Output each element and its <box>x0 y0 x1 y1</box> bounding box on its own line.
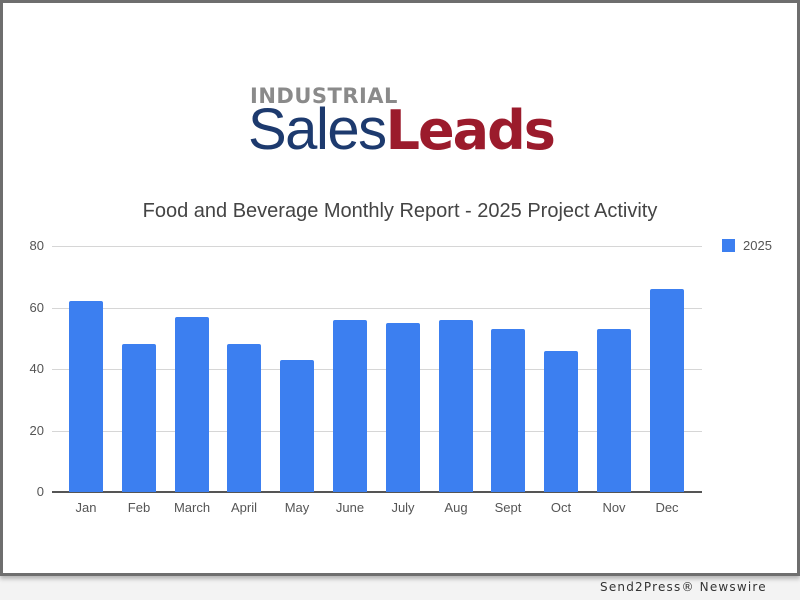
bar-sept[interactable] <box>491 329 525 492</box>
y-tick-label: 60 <box>29 300 44 315</box>
y-tick-label: 20 <box>29 423 44 438</box>
bar-feb[interactable] <box>122 344 156 492</box>
bar-oct[interactable] <box>544 351 578 492</box>
x-tick-label: April <box>230 500 257 515</box>
bar-aug[interactable] <box>439 320 473 492</box>
newswire-credit: Send2Press® Newswire <box>600 580 767 594</box>
bar-dec[interactable] <box>650 289 684 492</box>
bar-nov[interactable] <box>597 329 631 492</box>
bar-jan[interactable] <box>69 301 103 492</box>
chart-title: Food and Beverage Monthly Report - 2025 … <box>0 200 800 223</box>
logo-wordmark: SalesLeads <box>248 97 556 163</box>
y-tick-label: 80 <box>29 238 44 253</box>
x-tick-label: Feb <box>127 500 151 515</box>
gridline <box>52 308 702 309</box>
bar-may[interactable] <box>280 360 314 492</box>
x-axis-line <box>52 491 702 493</box>
x-tick-label: Dec <box>655 500 679 515</box>
x-tick-label: March <box>173 500 211 515</box>
bar-april[interactable] <box>227 344 261 492</box>
logo-sales-text: Sales <box>248 97 387 162</box>
y-tick-label: 40 <box>29 361 44 376</box>
x-tick-label: Aug <box>444 500 468 515</box>
legend-label: 2025 <box>743 238 772 253</box>
x-tick-label: Jan <box>75 500 97 515</box>
y-tick-label: 0 <box>36 484 44 499</box>
bar-july[interactable] <box>386 323 420 492</box>
gridline <box>52 246 702 247</box>
bar-march[interactable] <box>175 317 209 492</box>
industrial-sales-leads-logo: INDUSTRIAL SalesLeads <box>248 84 578 164</box>
x-tick-label: Nov <box>602 500 626 515</box>
chart-legend: 2025 <box>722 238 772 253</box>
logo-industrial-text: INDUSTRIAL <box>250 84 398 108</box>
gridline <box>52 431 702 432</box>
x-tick-label: June <box>335 500 365 515</box>
x-tick-label: July <box>391 500 415 515</box>
x-tick-label: Sept <box>494 500 522 515</box>
chart-title-text: Food and Beverage Monthly Report - 2025 … <box>142 200 658 222</box>
x-tick-label: May <box>284 500 310 515</box>
gridline <box>52 369 702 370</box>
logo-leads-text: Leads <box>385 99 556 162</box>
x-tick-label: Oct <box>550 500 572 515</box>
legend-swatch-icon <box>722 239 735 252</box>
bar-june[interactable] <box>333 320 367 492</box>
